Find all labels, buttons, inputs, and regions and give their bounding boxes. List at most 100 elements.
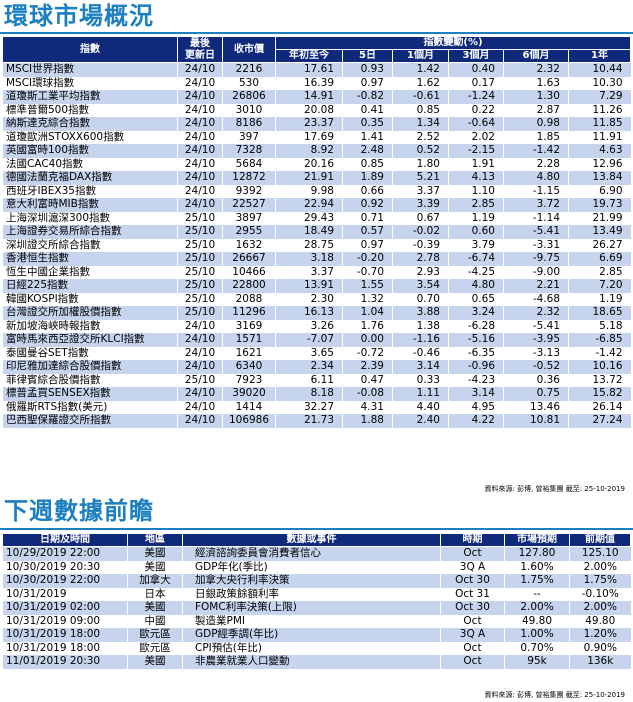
region-cell: 美國: [127, 546, 183, 561]
3m-change-cell: 4.80: [448, 279, 504, 293]
6m-change-cell: -1.14: [503, 211, 569, 225]
1m-change-cell: -1.16: [392, 333, 449, 347]
preview-title-rule: [0, 528, 633, 530]
close-price-cell: 22800: [222, 279, 276, 293]
ytd-change-cell: 2.30: [275, 292, 343, 306]
header-3m: 3個月: [448, 49, 504, 63]
close-price-cell: 6340: [222, 360, 276, 374]
5d-change-cell: 0.57: [342, 225, 393, 239]
period-cell: Oct: [440, 655, 505, 669]
6m-change-cell: 13.46: [503, 400, 569, 414]
ytd-change-cell: 17.69: [275, 130, 343, 144]
ytd-change-cell: 2.34: [275, 360, 343, 374]
last-update-cell: 24/10: [177, 198, 223, 212]
previous-cell: 49.80: [569, 614, 631, 628]
last-update-cell: 24/10: [177, 346, 223, 360]
3m-change-cell: -1.24: [448, 90, 504, 104]
index-name-cell: 泰國曼谷SET指數: [2, 346, 178, 360]
5d-change-cell: 0.35: [342, 117, 393, 131]
close-price-cell: 39020: [222, 387, 276, 401]
index-name-cell: 菲律賓綜合股價指數: [2, 373, 178, 387]
region-cell: 中國: [127, 614, 183, 628]
last-update-cell: 24/10: [177, 130, 223, 144]
1y-change-cell: 13.84: [567, 171, 631, 185]
table-row: 德國法蘭克福DAX指數 24/10 12872 21.91 1.89 5.21 4.13 4.…: [2, 171, 631, 185]
ytd-change-cell: 6.11: [275, 373, 343, 387]
table-row: 道瓊斯工業平均指數 24/10 26806 14.91 -0.82 -0.61 -1.24 1…: [2, 90, 631, 104]
3m-change-cell: 1.10: [448, 184, 504, 198]
1y-change-cell: 12.96: [567, 157, 631, 171]
close-price-cell: 1571: [222, 333, 276, 347]
1m-change-cell: -0.39: [392, 238, 449, 252]
last-update-cell: 25/10: [177, 306, 223, 320]
1m-change-cell: -0.02: [392, 225, 449, 239]
6m-change-cell: 10.81: [503, 414, 569, 428]
previous-cell: 2.00%: [569, 601, 631, 615]
3m-change-cell: -5.16: [448, 333, 504, 347]
forecast-cell: 1.75%: [504, 574, 570, 588]
index-name-cell: 韓國KOSPI指數: [2, 292, 178, 306]
index-name-cell: 意大利富時MIB指數: [2, 198, 178, 212]
close-price-cell: 7328: [222, 144, 276, 158]
6m-change-cell: -3.13: [503, 346, 569, 360]
ytd-change-cell: 29.43: [275, 211, 343, 225]
1m-change-cell: 0.85: [392, 103, 449, 117]
ytd-change-cell: 3.26: [275, 319, 343, 333]
market-title-rule: [0, 32, 633, 34]
table-row: 10/31/2019 18:00 歐元區 GDP經季調(年比) 3Q A 1.00% 1.…: [2, 628, 631, 642]
region-cell: 加拿大: [127, 574, 183, 588]
datetime-cell: 10/31/2019: [2, 587, 128, 601]
3m-change-cell: -6.74: [448, 252, 504, 266]
table-row: 11/01/2019 20:30 美國 非農業就業人口變動 Oct 95k 136k: [2, 655, 631, 669]
1y-change-cell: 19.73: [567, 198, 631, 212]
6m-change-cell: 4.80: [503, 171, 569, 185]
6m-change-cell: -5.41: [503, 319, 569, 333]
forecast-cell: --: [504, 587, 570, 601]
last-update-cell: 25/10: [177, 238, 223, 252]
index-name-cell: MSCI世界指數: [2, 62, 178, 77]
index-name-cell: 深圳證交所綜合指數: [2, 238, 178, 252]
5d-change-cell: 0.00: [342, 333, 393, 347]
table-row: 台灣證交所加權股價指數 25/10 11296 16.13 1.04 3.88 3.24 2.…: [2, 306, 631, 320]
event-cell: 非農業就業人口變動: [182, 655, 441, 669]
5d-change-cell: -0.20: [342, 252, 393, 266]
ytd-change-cell: 8.92: [275, 144, 343, 158]
5d-change-cell: -0.08: [342, 387, 393, 401]
1m-change-cell: -0.61: [392, 90, 449, 104]
1m-change-cell: 1.38: [392, 319, 449, 333]
header-forecast: 市場預期: [504, 533, 570, 547]
table-row: 標普孟買SENSEX指數 24/10 39020 8.18 -0.08 1.11 3.14 0…: [2, 387, 631, 401]
last-update-cell: 24/10: [177, 171, 223, 185]
last-update-cell: 24/10: [177, 62, 223, 77]
ytd-change-cell: 20.08: [275, 103, 343, 117]
forecast-cell: 127.80: [504, 546, 570, 561]
last-update-cell: 25/10: [177, 265, 223, 279]
close-price-cell: 10466: [222, 265, 276, 279]
header-index: 指數: [2, 36, 178, 63]
5d-change-cell: 1.55: [342, 279, 393, 293]
table-row: 納斯達克綜合指數 24/10 8186 23.37 0.35 1.34 -0.64 0.98 1…: [2, 117, 631, 131]
index-name-cell: 恆生中國企業指數: [2, 265, 178, 279]
ytd-change-cell: 16.39: [275, 76, 343, 90]
header-change-group: 指數變動(%): [274, 36, 632, 50]
period-cell: Oct: [440, 546, 505, 561]
index-name-cell: 俄羅斯RTS指數(美元): [2, 400, 178, 414]
previous-cell: 2.00%: [569, 560, 631, 574]
table-row: 上海證券交易所綜合指數 25/10 2955 18.49 0.57 -0.02 0.60 -5…: [2, 225, 631, 239]
preview-source-note: 資料來源: 彭博, 曾裕集團 截至: 25-10-2019: [484, 691, 625, 699]
5d-change-cell: 2.48: [342, 144, 393, 158]
last-update-cell: 24/10: [177, 319, 223, 333]
5d-change-cell: 0.97: [342, 76, 393, 90]
1y-change-cell: 5.18: [567, 319, 631, 333]
1y-change-cell: 18.65: [567, 306, 631, 320]
6m-change-cell: -9.75: [503, 252, 569, 266]
1m-change-cell: 3.54: [392, 279, 449, 293]
index-name-cell: 香港恒生指數: [2, 252, 178, 266]
close-price-cell: 1621: [222, 346, 276, 360]
close-price-cell: 3010: [222, 103, 276, 117]
index-name-cell: 西班牙IBEX35指數: [2, 184, 178, 198]
1y-change-cell: 7.20: [567, 279, 631, 293]
datetime-cell: 10/29/2019 22:00: [2, 546, 128, 561]
index-name-cell: 上海深圳滬深300指數: [2, 211, 178, 225]
index-name-cell: 標普孟買SENSEX指數: [2, 387, 178, 401]
